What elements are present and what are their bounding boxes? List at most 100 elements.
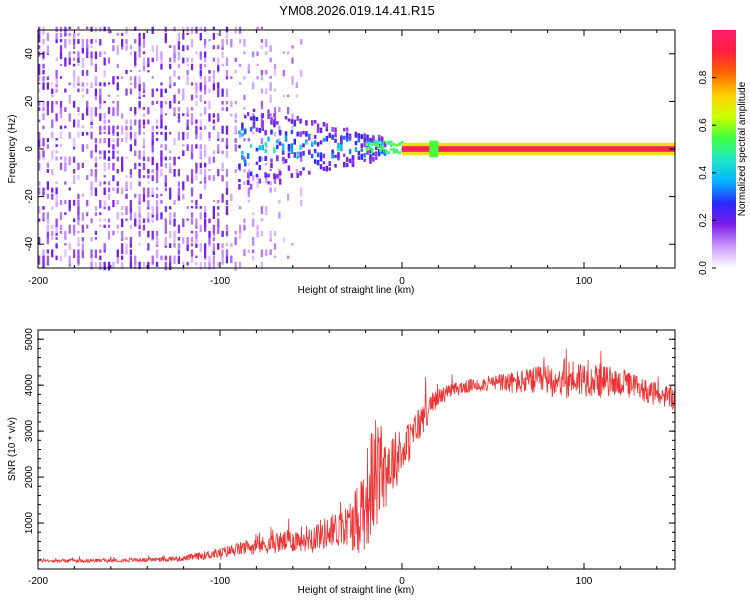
heatmap-cell xyxy=(138,150,141,160)
heatmap-cell xyxy=(169,187,172,196)
heatmap-cell xyxy=(77,57,80,63)
heatmap-cell xyxy=(134,113,137,117)
heatmap-cell xyxy=(278,178,282,185)
heatmap-cell xyxy=(112,261,115,269)
heatmap-cell xyxy=(155,187,159,190)
heatmap-cell xyxy=(77,230,80,234)
heatmap-cell xyxy=(203,261,207,268)
heatmap-cell xyxy=(305,140,308,145)
heatmap-cell xyxy=(265,162,268,166)
heatmap-cell xyxy=(142,113,146,118)
heatmap-cell xyxy=(38,32,41,40)
heatmap-cell xyxy=(390,140,393,144)
heatmap-cell xyxy=(337,152,340,158)
heatmap-cell xyxy=(186,175,189,182)
heatmap-cell xyxy=(86,224,89,229)
heatmap-cell xyxy=(238,82,242,85)
heatmap-cell xyxy=(208,218,211,224)
heatmap-cell xyxy=(77,199,80,207)
heatmap-cell xyxy=(55,88,58,93)
heatmap-cell xyxy=(112,107,115,117)
colorbar-ticks: 0.0 0.2 0.4 0.6 0.8 xyxy=(698,70,716,275)
heatmap-cell xyxy=(64,181,67,185)
heatmap-cell xyxy=(151,255,154,265)
heatmap-cell xyxy=(81,193,84,197)
heatmap-cell xyxy=(208,261,211,270)
heatmap-cell xyxy=(238,224,242,234)
heatmap-cell xyxy=(90,255,93,262)
heatmap-cell xyxy=(234,69,237,74)
heatmap-cell xyxy=(46,144,50,149)
heatmap-cell xyxy=(273,255,277,258)
heatmap-cell xyxy=(354,131,358,138)
heatmap-cell xyxy=(46,100,50,108)
heatmap-cell xyxy=(380,142,384,148)
heatmap-cell xyxy=(112,138,115,143)
heatmap-cell xyxy=(169,218,172,225)
heatmap-cell xyxy=(120,261,124,269)
heatmap-cell xyxy=(334,127,337,133)
heatmap-cell xyxy=(238,261,242,268)
heatmap-cell xyxy=(42,156,45,161)
heatmap-cell xyxy=(217,212,220,217)
heatmap-cell xyxy=(173,107,176,114)
heatmap-cell xyxy=(186,243,189,252)
heatmap-cell xyxy=(151,144,154,153)
heatmap-cell xyxy=(99,26,102,32)
heatmap-cell xyxy=(265,175,268,184)
heatmap-cell xyxy=(258,165,262,171)
heatmap-cell xyxy=(138,76,141,85)
heatmap-cell xyxy=(107,193,111,201)
heatmap-cell xyxy=(169,100,172,109)
heatmap-cell xyxy=(258,156,262,162)
heatmap-cell xyxy=(384,148,388,152)
heatmap-cell xyxy=(243,224,246,231)
heatmap-cell xyxy=(125,175,128,179)
heatmap-cell xyxy=(160,255,163,261)
heatmap-cell xyxy=(230,193,233,202)
heatmap-cell xyxy=(51,230,54,237)
heatmap-cell xyxy=(296,151,299,155)
heatmap-cell xyxy=(64,107,67,113)
heatmap-cell xyxy=(322,161,326,165)
heatmap-cell xyxy=(273,107,277,115)
heatmap-cell xyxy=(255,116,259,122)
heatmap-cell xyxy=(225,138,229,146)
heatmap-cell xyxy=(177,51,181,61)
x-tick-label: 100 xyxy=(576,576,593,587)
heatmap-cell xyxy=(42,39,45,45)
heatmap-cell xyxy=(173,51,176,59)
heatmap-cell xyxy=(199,51,202,60)
heatmap-cell xyxy=(147,168,150,174)
heatmap-cell xyxy=(59,100,63,108)
heatmap-cell xyxy=(160,51,163,60)
heatmap-cell xyxy=(173,243,176,248)
heatmap-cell xyxy=(249,171,253,177)
heatmap-cell xyxy=(72,100,76,108)
colorbar-tick-label: 0.4 xyxy=(698,165,709,179)
heatmap-cell xyxy=(169,168,172,174)
y-tick-label: 20 xyxy=(24,95,35,107)
heatmap-cell xyxy=(208,76,211,82)
heatmap-cell xyxy=(221,51,224,59)
heatmap-cell xyxy=(160,119,163,129)
heatmap-cell xyxy=(260,107,264,110)
heatmap-cell xyxy=(173,230,176,239)
heatmap-cell xyxy=(217,199,220,204)
heatmap-cell xyxy=(99,125,102,132)
heatmap-cell xyxy=(77,237,80,246)
heatmap-cell xyxy=(392,143,396,147)
heatmap-cell xyxy=(99,82,102,87)
heatmap-cell xyxy=(86,199,89,207)
heatmap-cell xyxy=(51,119,54,129)
heatmap-cell xyxy=(134,57,137,66)
heatmap-cell xyxy=(195,144,198,149)
heatmap-cell xyxy=(169,156,172,161)
heatmap-cell xyxy=(256,175,259,180)
heatmap-cell xyxy=(72,32,76,39)
heatmap-cell xyxy=(129,175,133,178)
heatmap-cell xyxy=(363,142,366,148)
heatmap-cell xyxy=(169,243,172,248)
heatmap-cell xyxy=(120,76,124,80)
heatmap-cell xyxy=(164,39,167,44)
